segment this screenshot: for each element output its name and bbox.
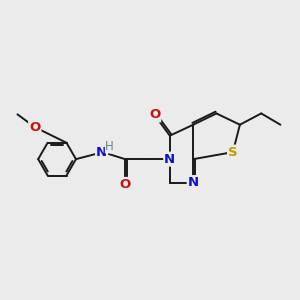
Text: H: H <box>98 146 107 159</box>
Text: N: N <box>96 146 107 159</box>
Text: N: N <box>164 153 176 166</box>
Text: H: H <box>105 140 114 153</box>
Text: N: N <box>188 176 199 189</box>
Text: S: S <box>228 146 238 159</box>
Text: O: O <box>119 178 130 191</box>
Text: O: O <box>29 121 40 134</box>
Text: O: O <box>149 109 160 122</box>
